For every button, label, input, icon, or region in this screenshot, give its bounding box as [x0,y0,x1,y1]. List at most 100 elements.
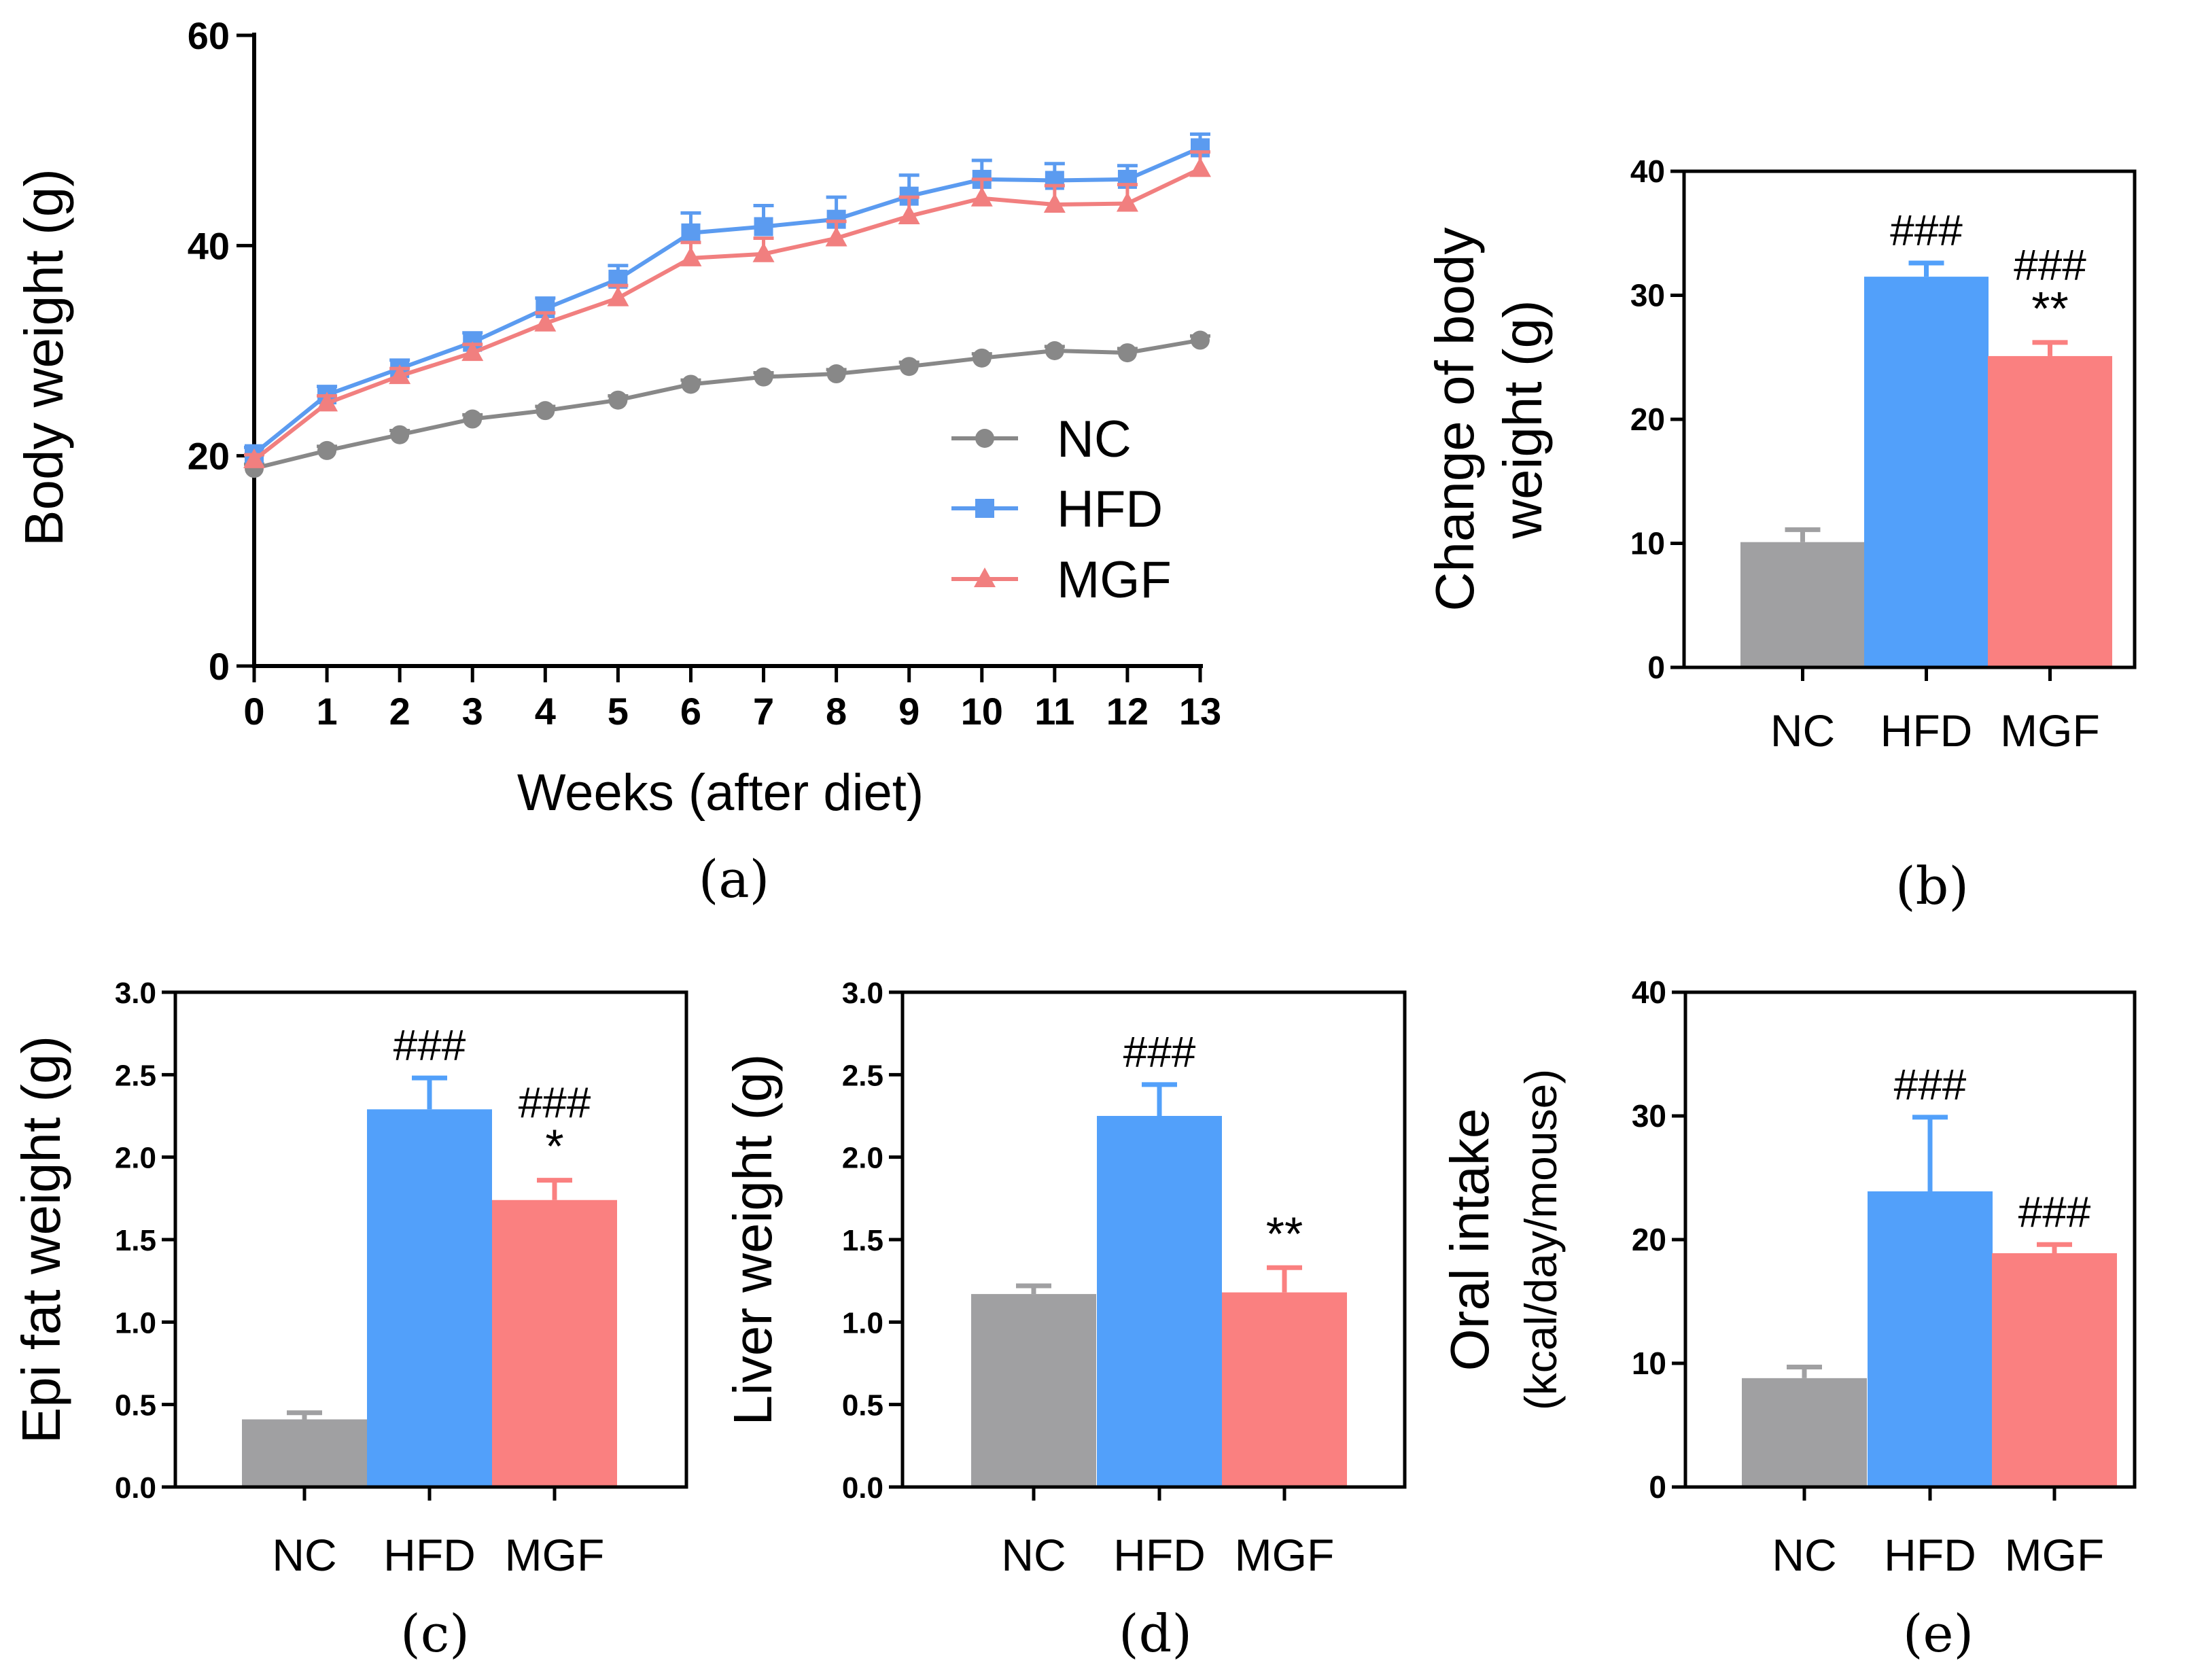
legend-label: MGF [1057,551,1172,609]
bar-mgf [1988,355,2112,667]
y-tick-label: 0.5 [115,1389,156,1422]
legend-marker [975,429,994,448]
bar-nc [971,1294,1096,1487]
data-point [898,205,920,225]
x-tick-label: 2 [389,690,410,733]
data-point [681,374,701,394]
category-label: NC [1770,705,1835,756]
y-tick-label: 2.0 [115,1142,156,1175]
y-tick-label: 0.5 [842,1389,883,1422]
significance-label: * [545,1120,563,1173]
category-label: MGF [1235,1530,1335,1580]
data-point [754,217,773,237]
y-tick-label: 40 [188,224,230,267]
significance-label: ### [1123,1028,1196,1077]
data-point [534,311,557,332]
x-tick-label: 13 [1179,690,1221,733]
panel-label: (b) [1895,856,1969,916]
y-tick-label: 1.0 [842,1306,883,1340]
y-tick-label: 1.5 [842,1224,883,1257]
significance-label: ### [393,1021,466,1070]
y-tick-label: 0 [1647,650,1665,685]
data-point [972,348,992,368]
y-tick-label: 1.5 [115,1224,156,1257]
x-axis-title: Weeks (after diet) [517,764,924,822]
y-tick-label: 3.0 [115,977,156,1010]
y-tick-label: 3.0 [842,977,883,1010]
y-tick-label: 0.0 [115,1471,156,1505]
category-label: NC [272,1530,336,1580]
significance-label: ### [1890,206,1963,255]
bar-hfd [1097,1116,1222,1487]
bar-hfd [1868,1191,1993,1487]
category-label: HFD [1884,1530,1976,1580]
data-point [970,186,993,207]
data-point [317,440,337,460]
series-line [253,167,1202,462]
y-tick-label: 0 [209,645,230,688]
y-tick-label: 20 [1632,1222,1666,1257]
x-tick-label: 0 [243,690,264,733]
data-point [1043,193,1066,213]
data-point [899,357,919,377]
data-point [754,367,773,387]
y-axis-title: Oral intake [1439,1108,1500,1371]
y-tick-label: 0.0 [842,1471,883,1505]
y-tick-label: 1.0 [115,1306,156,1340]
y-axis-title: Liver weight (g) [722,1054,783,1426]
data-point [681,223,701,243]
data-point [463,409,483,429]
y-tick-label: 0 [1649,1469,1666,1505]
panel-label: (d) [1119,1603,1192,1664]
y-tick-label: 2.0 [842,1142,883,1175]
significance-label: ### [2014,241,2086,290]
data-point [316,391,338,412]
y-tick-label: 30 [1630,278,1665,313]
significance-label: ### [2018,1187,2091,1236]
y-axis-title: (kcal/day/mouse) [1516,1069,1566,1411]
x-tick-label: 1 [316,690,337,733]
panel-e-bar-chart: NC ### HFD ### MGF 0 10 20 30 40 Oral intake (kcal/… [1439,975,2137,1664]
y-tick-label: 2.5 [842,1059,883,1092]
category-label: MGF [505,1530,605,1580]
y-tick-label: 20 [188,435,230,478]
legend-label: HFD [1057,480,1163,538]
y-tick-label: 10 [1630,526,1665,561]
y-axis-title: Epi fat weight (g) [11,1036,71,1443]
y-tick-label: 40 [1632,975,1666,1010]
y-tick-label: 20 [1630,402,1665,437]
panel-d-bar-chart: NC ### HFD ** MGF 0.0 0.5 1.0 1.5 2.0 2.5 3.0 Liver … [722,977,1407,1664]
significance-label: ** [2031,282,2068,335]
panel-label: (c) [400,1603,470,1664]
x-tick-label: 8 [826,690,847,733]
x-tick-label: 6 [680,690,701,733]
category-label: HFD [1113,1530,1206,1580]
series-line [253,338,1201,471]
data-point [608,390,628,410]
significance-label: ** [1266,1207,1303,1260]
bar-mgf [1992,1253,2117,1487]
y-tick-label: 60 [188,14,230,57]
x-tick-label: 9 [898,690,920,733]
data-point [536,401,555,421]
panel-label: (e) [1903,1603,1974,1664]
data-point [243,448,265,468]
data-point [752,242,775,262]
bar-nc [242,1419,367,1487]
x-tick-label: 12 [1106,690,1149,733]
x-tick-label: 4 [535,690,556,733]
data-point [825,226,847,247]
x-tick-label: 10 [961,690,1003,733]
series-mgf [243,150,1211,468]
category-label: HFD [383,1530,476,1580]
category-label: MGF [2000,705,2100,756]
category-label: HFD [1880,705,1973,756]
category-label: NC [1001,1530,1066,1580]
y-axis-title: Change of body [1424,228,1485,612]
data-point [390,425,410,444]
y-tick-label: 10 [1632,1346,1666,1381]
bar-mgf [492,1200,617,1487]
